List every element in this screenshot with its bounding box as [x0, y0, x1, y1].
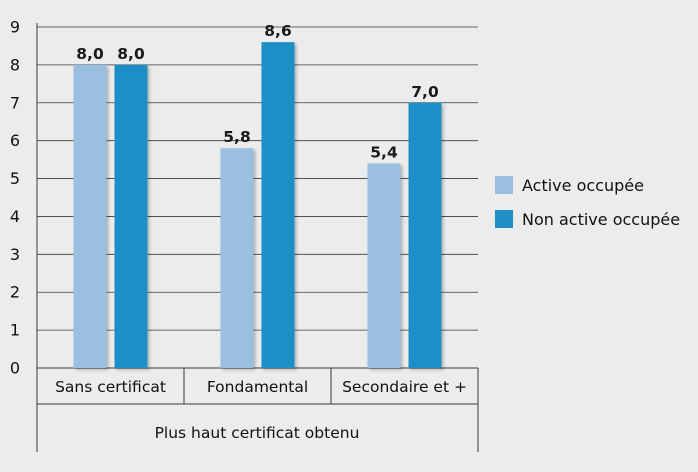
x-axis: Plus haut certificat obtenu Sans certifi…: [37, 368, 479, 452]
y-tick-label: 7: [10, 93, 20, 112]
y-tick-label: 1: [10, 321, 20, 340]
gridlines: [37, 26, 478, 331]
legend-swatch: [495, 210, 513, 228]
bars: [73, 42, 442, 369]
bar-non-active-2: [408, 102, 442, 369]
y-tick-label: 5: [10, 169, 20, 188]
data-label: 8,0: [117, 45, 145, 63]
legend-label: Active occupée: [522, 176, 644, 195]
legend: Active occupée Non active occupée: [495, 176, 680, 229]
y-tick-label: 9: [10, 18, 20, 37]
data-label: 5,8: [223, 128, 250, 146]
y-tick-label: 2: [10, 283, 20, 302]
bar-active-1: [220, 148, 254, 368]
y-tick-label: 6: [10, 131, 20, 150]
x-axis-title: Plus haut certificat obtenu: [155, 424, 360, 442]
data-label: 7,0: [411, 83, 439, 101]
y-tick-label: 0: [10, 359, 20, 378]
bar-non-active-1: [261, 42, 295, 369]
data-label: 5,4: [370, 143, 398, 161]
bar-non-active-0: [114, 64, 148, 368]
y-tick-label: 8: [10, 55, 20, 74]
x-tick-label: Sans certificat: [55, 378, 166, 396]
y-tick-label: 4: [10, 207, 20, 226]
axes: 0 1 2 3 4 5 6 7 8 9: [10, 18, 478, 452]
data-label: 8,6: [264, 22, 291, 40]
x-tick-label: Fondamental: [207, 378, 308, 396]
legend-label: Non active occupée: [522, 210, 680, 229]
x-tick-label: Secondaire et +: [342, 378, 467, 396]
bar-active-0: [73, 64, 107, 368]
legend-swatch: [495, 176, 513, 194]
data-labels: 8,0 5,8 5,4 8,0 8,6 7,0: [76, 22, 439, 161]
bar-active-2: [367, 163, 401, 368]
data-label: 8,0: [76, 45, 104, 63]
y-tick-label: 3: [10, 245, 20, 264]
